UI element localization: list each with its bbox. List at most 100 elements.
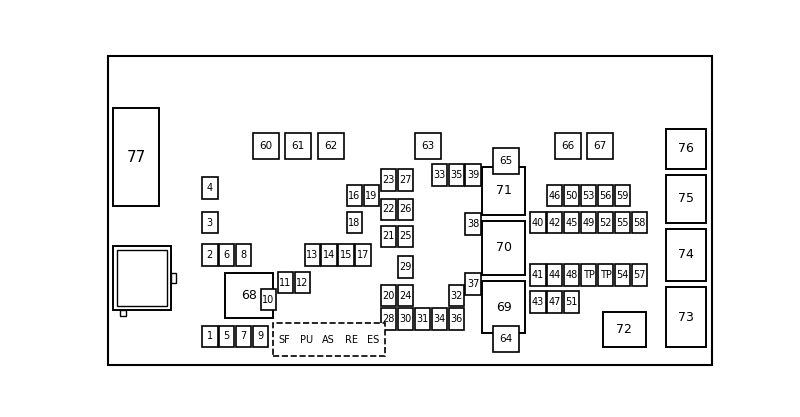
Bar xyxy=(414,308,430,329)
Bar xyxy=(530,264,546,286)
Text: 11: 11 xyxy=(279,278,291,288)
Text: AS: AS xyxy=(322,334,335,344)
Bar xyxy=(615,185,630,206)
Text: 13: 13 xyxy=(306,250,318,260)
Bar xyxy=(581,185,596,206)
Text: 8: 8 xyxy=(241,250,246,260)
Text: 56: 56 xyxy=(599,191,612,201)
Text: 73: 73 xyxy=(678,311,694,324)
Bar xyxy=(219,326,234,347)
Bar xyxy=(547,185,562,206)
Bar xyxy=(666,175,706,223)
Bar xyxy=(587,133,614,159)
Bar xyxy=(117,250,166,306)
Text: 5: 5 xyxy=(224,332,230,342)
Bar xyxy=(482,281,525,334)
Text: 66: 66 xyxy=(562,141,574,151)
Bar xyxy=(564,291,579,313)
Text: 33: 33 xyxy=(433,170,446,180)
Bar xyxy=(431,308,447,329)
Text: 77: 77 xyxy=(126,150,146,165)
Text: 60: 60 xyxy=(259,141,273,151)
Bar xyxy=(449,308,464,329)
Text: 69: 69 xyxy=(496,301,511,314)
Bar xyxy=(113,108,159,206)
Text: 10: 10 xyxy=(262,294,274,304)
Bar xyxy=(355,244,370,266)
Text: 35: 35 xyxy=(450,170,462,180)
Bar xyxy=(202,326,218,347)
Bar xyxy=(666,287,706,347)
Text: 53: 53 xyxy=(582,191,595,201)
Text: RE: RE xyxy=(345,334,358,344)
Bar xyxy=(398,308,413,329)
Text: 45: 45 xyxy=(566,218,578,228)
Bar xyxy=(564,212,579,233)
Text: 71: 71 xyxy=(496,184,511,198)
Bar xyxy=(547,264,562,286)
Bar xyxy=(666,229,706,281)
Bar xyxy=(530,291,546,313)
Text: 22: 22 xyxy=(382,204,394,214)
Text: 4: 4 xyxy=(206,183,213,193)
Text: SF: SF xyxy=(278,334,290,344)
Bar xyxy=(554,133,581,159)
Text: 2: 2 xyxy=(206,250,213,260)
Bar xyxy=(466,273,481,295)
Text: 51: 51 xyxy=(566,297,578,307)
Bar xyxy=(286,133,311,159)
Text: 6: 6 xyxy=(224,250,230,260)
Text: 55: 55 xyxy=(616,218,629,228)
Text: 76: 76 xyxy=(678,142,694,155)
Text: 41: 41 xyxy=(532,270,544,280)
Bar xyxy=(666,128,706,168)
Bar xyxy=(381,285,396,306)
Bar xyxy=(202,177,218,198)
Bar xyxy=(398,226,413,247)
Text: 54: 54 xyxy=(616,270,629,280)
Text: 38: 38 xyxy=(467,219,479,229)
Bar xyxy=(449,164,464,186)
Text: 37: 37 xyxy=(467,279,479,289)
Text: 74: 74 xyxy=(678,249,694,261)
Bar xyxy=(564,264,579,286)
Bar xyxy=(113,246,170,309)
Text: 1: 1 xyxy=(206,332,213,342)
Bar xyxy=(482,221,525,275)
Text: 63: 63 xyxy=(421,141,434,151)
Text: 3: 3 xyxy=(206,218,213,228)
Bar xyxy=(581,212,596,233)
Bar xyxy=(347,185,362,206)
Text: 39: 39 xyxy=(467,170,479,180)
Bar xyxy=(581,264,596,286)
Bar xyxy=(381,226,396,247)
Bar xyxy=(466,164,481,186)
Bar xyxy=(632,264,647,286)
Text: 50: 50 xyxy=(566,191,578,201)
Text: 32: 32 xyxy=(450,291,462,301)
Text: 57: 57 xyxy=(634,270,646,280)
Bar xyxy=(121,309,126,317)
Text: 58: 58 xyxy=(634,218,646,228)
Text: 47: 47 xyxy=(549,297,561,307)
Bar xyxy=(564,185,579,206)
Bar xyxy=(202,244,218,266)
Text: 26: 26 xyxy=(399,204,411,214)
Bar xyxy=(431,164,447,186)
Bar xyxy=(226,273,273,318)
Bar xyxy=(381,169,396,191)
Text: 31: 31 xyxy=(416,314,429,324)
Bar xyxy=(398,285,413,306)
Text: 12: 12 xyxy=(296,278,308,288)
Bar xyxy=(598,212,614,233)
Text: 9: 9 xyxy=(258,332,264,342)
Bar xyxy=(322,244,337,266)
Text: 21: 21 xyxy=(382,231,394,241)
Text: 72: 72 xyxy=(616,323,632,336)
Text: 14: 14 xyxy=(323,250,335,260)
Text: 59: 59 xyxy=(616,191,629,201)
Text: 49: 49 xyxy=(582,218,594,228)
Text: 67: 67 xyxy=(594,141,607,151)
Bar xyxy=(236,244,251,266)
Bar xyxy=(236,326,251,347)
